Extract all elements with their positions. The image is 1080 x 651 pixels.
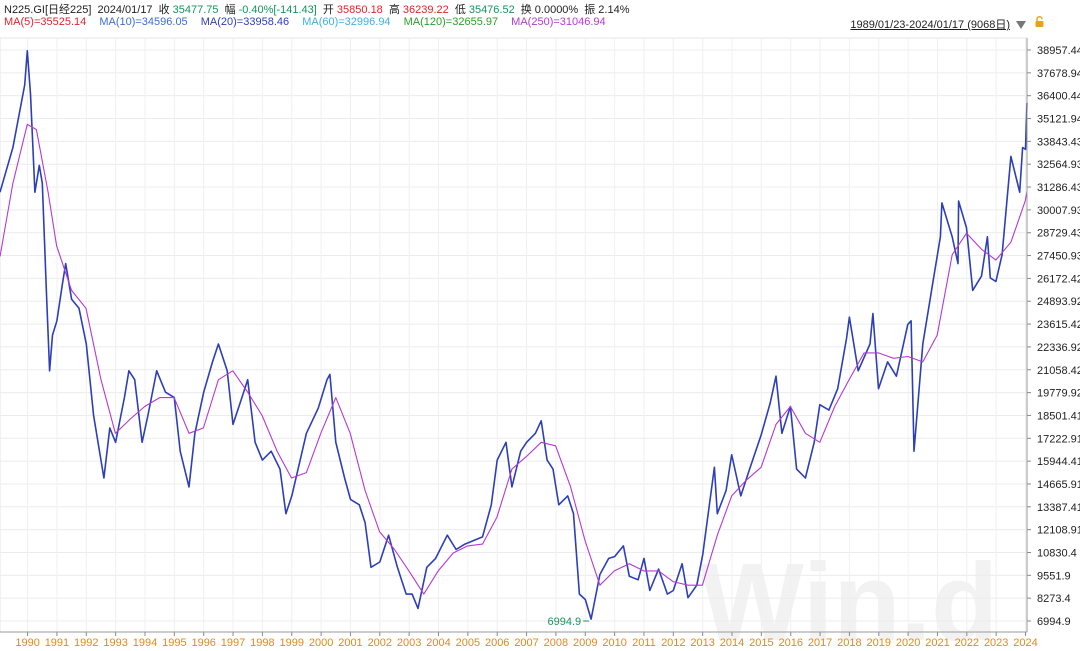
y-tick-label: 22336.92 <box>1037 342 1080 354</box>
y-tick-label: 35121.94 <box>1037 114 1080 126</box>
chart-grid <box>0 37 1028 633</box>
x-tick-label: 1994 <box>133 637 157 649</box>
ma-20-label: MA(20)=33958.46 <box>200 16 290 28</box>
ma-250-label: MA(250)=31046.94 <box>511 16 606 28</box>
x-tick-label: 2020 <box>896 637 920 649</box>
y-tick-label: 24893.92 <box>1037 296 1080 308</box>
x-tick-label: 1995 <box>162 637 186 649</box>
ma-10-label: MA(10)=34596.05 <box>99 16 188 28</box>
ma-250-line <box>0 123 1028 595</box>
x-tick-label: 2004 <box>426 637 450 649</box>
annotation-layer: 6994.9 <box>547 616 590 628</box>
x-tick-label: 2011 <box>632 637 656 649</box>
x-tick-label: 2018 <box>837 637 861 649</box>
y-tick-label: 27450.93 <box>1037 251 1080 263</box>
price-line <box>0 50 1028 620</box>
x-tick-label: 1990 <box>15 637 39 649</box>
ma-60-label: MA(60)=32996.94 <box>302 16 391 28</box>
x-tick-label: 2013 <box>690 637 714 649</box>
amplitude-value: 2.14% <box>598 4 630 16</box>
x-tick-label: 2022 <box>955 637 979 649</box>
y-tick-label: 14665.91 <box>1037 479 1080 491</box>
date-range-control[interactable]: 1989/01/23-2024/01/17 (9068日) <box>850 16 1026 32</box>
x-tick-label: 2005 <box>456 637 480 649</box>
x-tick-label: 2002 <box>368 637 392 649</box>
y-tick-label: 12108.91 <box>1037 525 1080 537</box>
turnover-label: 换 <box>520 4 532 16</box>
x-tick-label: 1996 <box>191 637 215 649</box>
y-tick-label: 10830.4 <box>1037 547 1077 559</box>
x-tick-label: 2021 <box>925 637 949 649</box>
series-layer <box>0 50 1028 620</box>
open-value: 35850.18 <box>336 4 383 16</box>
close-value: 35477.75 <box>172 4 219 16</box>
low-annotation-label: 6994.9 <box>547 616 581 628</box>
low-value: 35476.52 <box>468 4 515 16</box>
y-axis: 38957.44 37678.94 36400.44 35121.94 33843.43… <box>1026 38 1080 632</box>
change-value: -0.40%[-141.43] <box>238 4 317 16</box>
x-tick-label: 2012 <box>661 637 685 649</box>
x-tick-label: 1999 <box>280 637 304 649</box>
y-tick-label: 9551.9 <box>1037 570 1071 582</box>
x-tick-label: 2006 <box>485 637 509 649</box>
change-label: 幅 <box>224 4 236 16</box>
y-tick-label: 13387.41 <box>1037 502 1080 514</box>
moving-average-legend: MA(5)=35525.14 MA(10)=34596.05 MA(20)=33… <box>4 16 616 30</box>
x-tick-label: 1991 <box>45 637 69 649</box>
x-tick-label: 2010 <box>602 637 626 649</box>
y-tick-label: 19779.92 <box>1037 388 1080 400</box>
date-range-label[interactable]: 1989/01/23-2024/01/17 (9068日) <box>850 19 1010 31</box>
dropdown-arrow-icon[interactable] <box>1016 21 1026 29</box>
y-tick-label: 18501.41 <box>1037 410 1080 422</box>
x-tick-label: 1993 <box>103 637 127 649</box>
y-tick-label: 23615.42 <box>1037 319 1080 331</box>
y-tick-label: 32564.93 <box>1037 159 1080 171</box>
high-value: 36239.22 <box>402 4 449 16</box>
ma-120-label: MA(120)=32655.97 <box>403 16 499 28</box>
y-tick-label: 31286.43 <box>1037 182 1080 194</box>
y-tick-label: 30007.93 <box>1037 205 1080 217</box>
x-tick-label: 2023 <box>984 637 1008 649</box>
ma-5-label: MA(5)=35525.14 <box>4 16 87 28</box>
turnover-value: 0.0000% <box>534 4 579 16</box>
x-tick-label: 2003 <box>397 637 421 649</box>
y-tick-label: 26172.42 <box>1037 273 1080 285</box>
x-tick-label: 1998 <box>250 637 274 649</box>
x-tick-label: 2014 <box>720 637 744 649</box>
high-label: 高 <box>388 4 400 16</box>
x-tick-label: 2008 <box>544 637 568 649</box>
lock-icon[interactable] <box>1035 16 1044 27</box>
y-tick-label: 15944.41 <box>1037 456 1080 468</box>
x-tick-label: 2016 <box>778 637 802 649</box>
x-tick-label: 2007 <box>514 637 538 649</box>
amplitude-label: 振 <box>584 4 596 16</box>
x-tick-label: 2015 <box>749 637 773 649</box>
y-tick-label: 36400.44 <box>1037 91 1080 103</box>
x-tick-label: 2000 <box>309 637 333 649</box>
y-tick-label: 8273.4 <box>1037 593 1071 605</box>
y-tick-label: 37678.94 <box>1037 68 1080 80</box>
x-tick-label: 2024 <box>1013 637 1037 649</box>
x-tick-label: 1997 <box>221 637 245 649</box>
x-tick-label: 2019 <box>867 637 891 649</box>
x-tick-label: 2009 <box>573 637 597 649</box>
y-tick-label: 28729.43 <box>1037 228 1080 240</box>
y-tick-label: 17222.91 <box>1037 433 1080 445</box>
x-tick-label: 2001 <box>338 637 362 649</box>
open-label: 开 <box>322 4 334 16</box>
x-tick-label: 2017 <box>808 637 832 649</box>
symbol-label: N225.GI[日经225] <box>4 4 92 16</box>
quote-bar: N225.GI[日经225] 2024/01/17 收 35477.75 幅 -0.… <box>4 1 632 16</box>
y-tick-label: 21058.42 <box>1037 365 1080 377</box>
close-label: 收 <box>158 4 170 16</box>
date-label: 2024/01/17 <box>97 4 153 16</box>
x-axis: 1990 1991 1992 1993 1994 1995 1996 1997 1998 1999… <box>0 631 1038 649</box>
y-tick-label: 33843.43 <box>1037 136 1080 148</box>
x-tick-label: 1992 <box>74 637 98 649</box>
low-label: 低 <box>454 4 466 16</box>
y-tick-label: 38957.44 <box>1037 45 1080 57</box>
y-tick-label: 6994.9 <box>1037 616 1071 628</box>
